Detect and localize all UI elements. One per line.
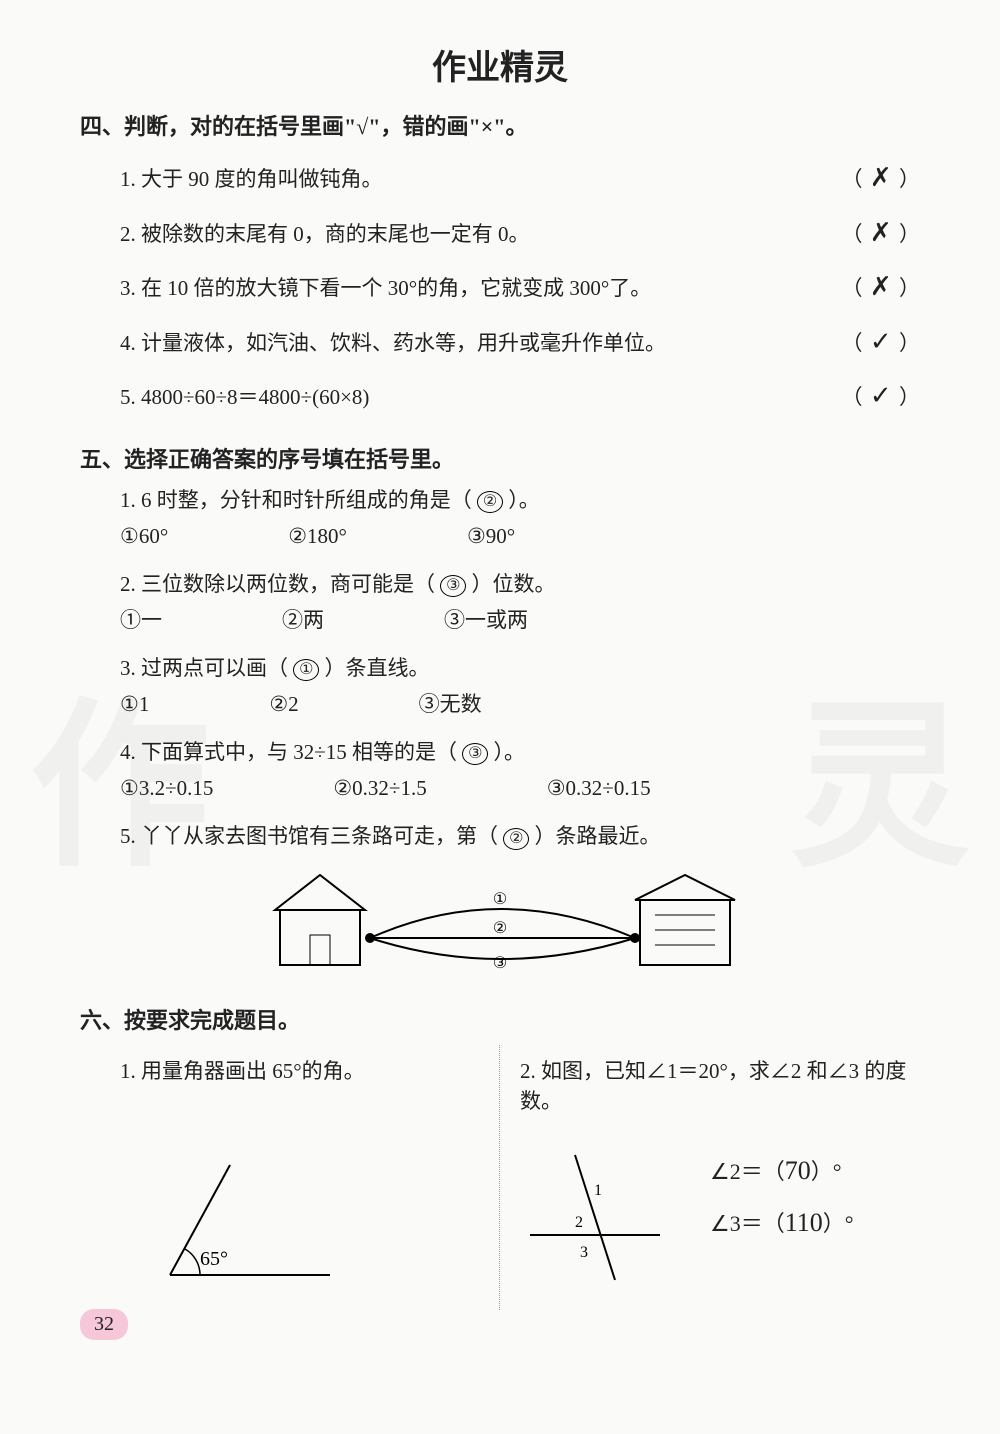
diagram-label-3: 3 [580,1244,588,1261]
s6-right-stem: 2. 如图，已知∠1＝20°，求∠2 和∠3 的度数。 [520,1055,920,1115]
s6-ans-2-value: 70 [785,1145,811,1197]
s5-q5-stem: 5. 丫丫从家去图书馆有三条路可走，第（ ② ）条路最近。 [120,820,920,850]
s4-item-3-text: 3. 在 10 倍的放大镜下看一个 30°的角，它就变成 300°了。 [120,266,651,310]
s5-q4-answer: ③ [462,743,488,765]
s4-item-5-answer: ✓ [868,369,894,424]
s5-q2-answer: ③ [440,575,466,597]
path-label-1: ① [493,891,507,908]
s5-q1-opt3: ③90° [467,514,515,558]
path-label-2: ② [493,920,507,937]
s4-item-2-paren: （ ✗ ） [842,206,921,261]
s5-q5-image: ① ② ③ [80,860,920,985]
s4-item-3-answer: ✗ [868,260,894,315]
s6-left-stem: 1. 用量角器画出 65°的角。 [120,1055,479,1085]
s4-item-1-text: 1. 大于 90 度的角叫做钝角。 [120,157,383,201]
s5-q2-opt2: ②两 [282,598,324,642]
s5-q3-options: ①1 ②2 ③无数 [120,682,920,726]
s4-item-4-answer: ✓ [868,315,894,370]
s5-q4-stem: 4. 下面算式中，与 32÷15 相等的是（ ③ ）。 [120,736,920,766]
section6-heading: 六、按要求完成题目。 [80,1003,920,1035]
s5-q3-opt2: ②2 [269,682,298,726]
path-label-3: ③ [493,955,507,972]
s4-item-5-paren: （ ✓ ） [842,369,921,424]
s4-item-3-paren: （ ✗ ） [842,260,921,315]
s5-q3-opt3: ③无数 [419,682,482,726]
s5-q2-stem: 2. 三位数除以两位数，商可能是（ ③ ）位数。 [120,568,920,598]
section4-heading: 四、判断，对的在括号里画"√"，错的画"×"。 [80,109,920,141]
diagram-label-2: 2 [575,1214,583,1231]
angle-diagram: 1 2 3 [520,1145,670,1285]
s4-item-5: 5. 4800÷60÷8＝4800÷(60×8) （ ✓ ） [120,369,920,424]
s5-q3-answer: ① [293,659,319,681]
s5-q1-opt1: ①60° [120,514,168,558]
s6-ans-3: ∠3＝（110）° [710,1197,854,1249]
s4-item-2-answer: ✗ [868,206,894,261]
diagram-label-1: 1 [594,1182,602,1199]
s5-q2-options: ①一 ②两 ③一或两 [120,598,920,642]
s4-item-4-text: 4. 计量液体，如汽油、饮料、药水等，用升或毫升作单位。 [120,321,666,365]
s5-q3-stem: 3. 过两点可以画（ ① ）条直线。 [120,652,920,682]
s6-ans-3-value: 110 [785,1197,823,1249]
s5-q1-opt2: ②180° [288,514,347,558]
s5-q4-opt2: ②0.32÷1.5 [333,766,426,810]
s5-q1-answer: ② [477,491,503,513]
s5-q3-opt1: ①1 [120,682,149,726]
s4-item-4-paren: （ ✓ ） [842,315,921,370]
s5-q4-opt3: ③0.32÷0.15 [547,766,651,810]
s4-item-1-paren: （ ✗ ） [842,151,921,206]
s6-ans-2: ∠2＝（70）° [710,1145,854,1197]
s5-q4-opt1: ①3.2÷0.15 [120,766,213,810]
s4-item-1: 1. 大于 90 度的角叫做钝角。 （ ✗ ） [120,151,920,206]
s4-item-4: 4. 计量液体，如汽油、饮料、药水等，用升或毫升作单位。 （ ✓ ） [120,315,920,370]
s5-q2-opt3: ③一或两 [444,598,528,642]
s5-q1-stem: 1. 6 时整，分针和时针所组成的角是（ ② ）。 [120,484,920,514]
s4-item-2-text: 2. 被除数的末尾有 0，商的末尾也一定有 0。 [120,212,530,256]
s5-q5-answer: ② [503,828,529,850]
angle-65-drawing: 65° [140,1145,360,1305]
s6-answers: ∠2＝（70）° ∠3＝（110）° [710,1145,854,1249]
s4-item-1-answer: ✗ [868,151,894,206]
angle-65-label: 65° [200,1248,228,1270]
brand-title: 作业精灵 [80,40,920,89]
section5-heading: 五、选择正确答案的序号填在括号里。 [80,442,920,474]
s4-item-3: 3. 在 10 倍的放大镜下看一个 30°的角，它就变成 300°了。 （ ✗ … [120,260,920,315]
s4-item-5-text: 5. 4800÷60÷8＝4800÷(60×8) [120,375,369,419]
s4-item-2: 2. 被除数的末尾有 0，商的末尾也一定有 0。 （ ✗ ） [120,206,920,261]
s5-q4-options: ①3.2÷0.15 ②0.32÷1.5 ③0.32÷0.15 [120,766,920,810]
s5-q1-options: ①60° ②180° ③90° [120,514,920,558]
page-number: 32 [80,1309,128,1340]
s5-q2-opt1: ①一 [120,598,162,642]
